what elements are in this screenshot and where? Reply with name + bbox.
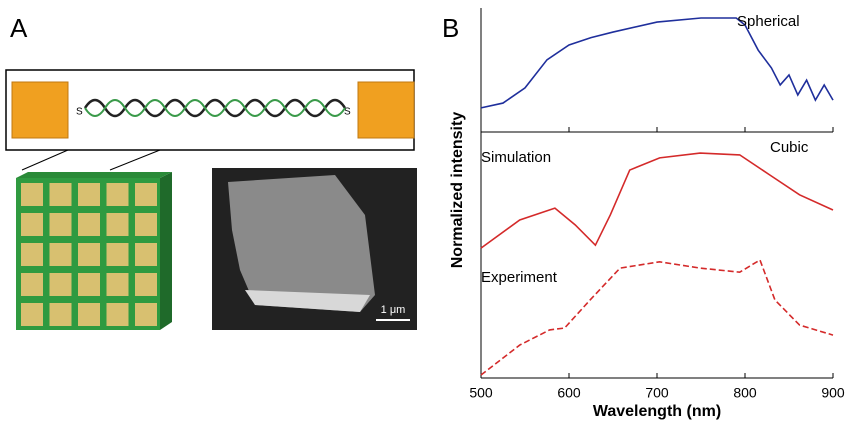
y-axis-label: Normalized intensity	[449, 112, 466, 269]
lattice-cube	[49, 243, 72, 266]
annotation: Cubic	[770, 139, 809, 156]
lattice-cube	[21, 303, 43, 326]
lattice-cube	[106, 213, 129, 236]
lattice-top	[16, 172, 172, 178]
gold-cube	[357, 81, 415, 139]
lattice-cube	[135, 183, 157, 206]
linker-label: S	[76, 107, 83, 118]
series-line	[480, 258, 834, 376]
lattice-cube	[78, 273, 100, 296]
lattice-cube	[49, 183, 72, 206]
lattice-cube	[78, 303, 100, 326]
x-tick-label: 900	[821, 385, 845, 401]
lattice-cube	[106, 243, 129, 266]
lattice-cube	[21, 273, 43, 296]
superlattice	[16, 172, 172, 330]
panel-label: A	[10, 13, 28, 43]
linker-label: S	[344, 107, 351, 118]
lattice-cube	[78, 213, 100, 236]
lattice-side	[160, 172, 172, 330]
gold-cube	[11, 81, 69, 139]
x-tick-label: 700	[645, 385, 669, 401]
zoom-line	[21, 149, 69, 171]
lattice-cube	[106, 183, 129, 206]
series-label: Simulation	[481, 149, 551, 166]
x-tick-label: 800	[733, 385, 757, 401]
series-label: Experiment	[481, 269, 558, 286]
lattice-cube	[49, 213, 72, 236]
series-label: Spherical	[737, 13, 800, 30]
lattice-cube	[49, 273, 72, 296]
panel-label: B	[442, 13, 459, 43]
zoom-line	[109, 149, 161, 171]
lattice-cube	[106, 303, 129, 326]
inset-box	[5, 69, 415, 151]
lattice-cube	[49, 303, 72, 326]
x-axis-label: Wavelength (nm)	[593, 403, 721, 420]
lattice-cube	[135, 303, 157, 326]
lattice-cube	[21, 183, 43, 206]
lattice-cube	[21, 213, 43, 236]
lattice-cube	[135, 213, 157, 236]
scale-bar-label: 1 μm	[381, 304, 406, 316]
lattice-cube	[78, 183, 100, 206]
lattice-cube	[78, 243, 100, 266]
x-tick-label: 500	[469, 385, 493, 401]
lattice-cube	[21, 243, 43, 266]
dna-strand	[84, 99, 346, 117]
dna-strand	[83, 98, 347, 118]
lattice-cube	[106, 273, 129, 296]
sem-crystal	[228, 175, 375, 312]
lattice-cube	[135, 243, 157, 266]
series-line	[480, 17, 834, 109]
lattice-cube	[135, 273, 157, 296]
series-line	[480, 152, 834, 249]
x-tick-label: 600	[557, 385, 581, 401]
sem-crystal-edge	[245, 290, 370, 312]
